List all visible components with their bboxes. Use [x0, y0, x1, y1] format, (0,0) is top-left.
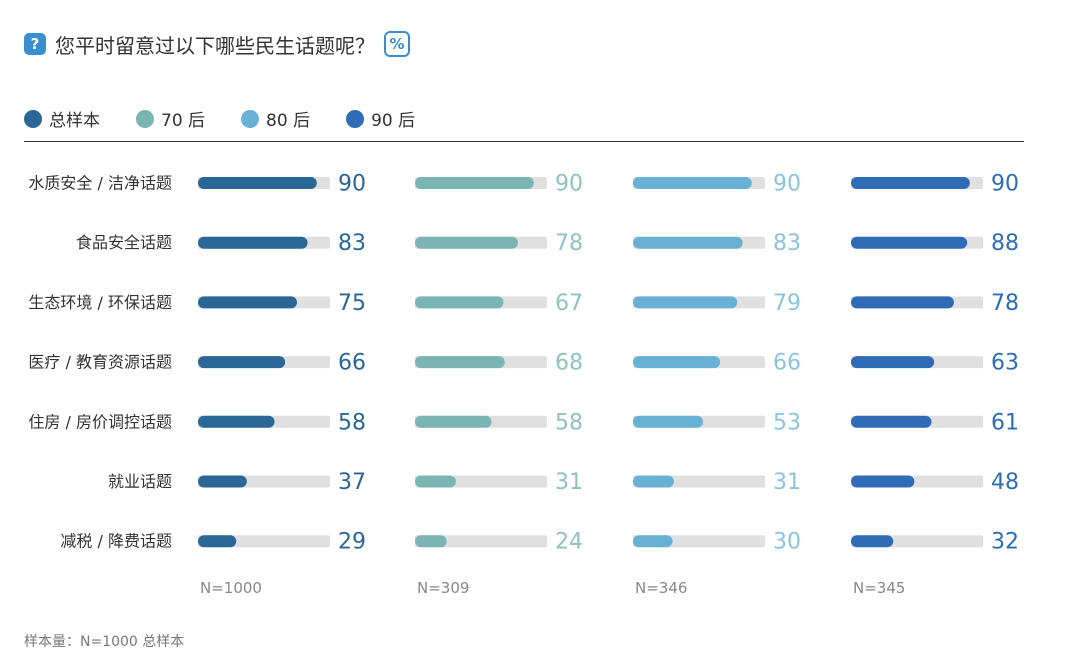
category-label: 水质安全 / 洁净话题	[28, 174, 172, 193]
category-label: 生态环境 / 环保话题	[28, 293, 172, 312]
data-label: 83	[338, 231, 366, 256]
data-label: 63	[991, 351, 1019, 376]
data-label: 31	[555, 470, 583, 495]
chart-title-row: ? 您平时留意过以下哪些民生话题呢？ %	[24, 28, 410, 60]
bar	[415, 356, 505, 369]
data-label: 90	[773, 172, 801, 197]
bar	[633, 177, 752, 189]
bar	[415, 475, 456, 488]
legend-dot	[136, 109, 154, 128]
data-label: 66	[338, 351, 366, 376]
bar	[198, 356, 286, 369]
bar	[198, 415, 275, 428]
legend-item-90s: 90 后	[346, 106, 415, 131]
data-label: 90	[555, 172, 583, 197]
bar-track	[415, 535, 547, 548]
bar	[633, 475, 674, 488]
category-label: 就业话题	[108, 472, 172, 491]
legend-label: 90 后	[371, 111, 416, 131]
data-label: 37	[338, 470, 366, 495]
bar	[851, 356, 935, 369]
data-label: 32	[991, 530, 1019, 555]
bar	[415, 415, 492, 428]
bar	[851, 296, 954, 309]
bar	[851, 535, 894, 548]
data-label: 79	[773, 291, 801, 316]
category-label: 住房 / 房价调控话题	[28, 412, 172, 431]
legend-dot	[24, 109, 42, 128]
data-label: 78	[991, 291, 1019, 316]
bar-chart: 水质安全 / 洁净话题 90 90 90 90 食品安全话题 83 78 83 88 生态环境 / …	[28, 172, 1019, 598]
bar	[851, 475, 915, 488]
legend-label: 总样本	[49, 111, 100, 131]
sample-size-label: N=346	[635, 579, 687, 597]
bar	[415, 177, 534, 189]
question-icon: ?	[24, 33, 46, 55]
data-label: 29	[338, 530, 366, 555]
bar	[415, 296, 504, 309]
legend-label: 80 后	[266, 111, 311, 131]
footnote: 样本量：N=1000 总样本	[24, 634, 185, 650]
bar	[198, 475, 247, 488]
sample-size-label: N=309	[417, 579, 469, 597]
data-label: 30	[773, 530, 801, 555]
bar	[633, 415, 703, 428]
legend-label: 70 后	[161, 111, 206, 131]
bar	[198, 236, 308, 249]
data-label: 90	[338, 172, 366, 197]
bar	[198, 296, 297, 309]
bar	[633, 356, 721, 369]
bar	[851, 236, 968, 249]
legend-item-total: 总样本	[24, 106, 100, 131]
data-label: 31	[773, 470, 801, 495]
bar	[633, 296, 738, 309]
legend-dot	[346, 109, 365, 128]
sample-size-label: N=1000	[200, 579, 262, 597]
chart-title: 您平时留意过以下哪些民生话题呢？	[55, 33, 375, 58]
data-label: 78	[555, 231, 583, 256]
legend: 总样本 70 后 80 后 90 后	[24, 106, 451, 131]
data-label: 58	[338, 410, 366, 435]
data-label: 66	[773, 351, 801, 376]
data-label: 58	[555, 410, 583, 435]
bar	[851, 177, 970, 189]
bar	[633, 535, 673, 548]
percent-icon: %	[384, 31, 410, 57]
bar	[633, 236, 743, 249]
sample-size-label: N=345	[853, 579, 905, 597]
legend-divider	[24, 141, 1024, 142]
legend-dot	[241, 109, 260, 128]
data-label: 61	[991, 410, 1019, 435]
bar	[415, 535, 447, 548]
category-label: 食品安全话题	[76, 233, 172, 252]
bar	[415, 236, 518, 249]
category-label: 减税 / 降费话题	[60, 532, 172, 551]
legend-item-70s: 70 后	[136, 106, 205, 131]
data-label: 68	[555, 351, 583, 376]
data-label: 90	[991, 172, 1019, 197]
legend-item-80s: 80 后	[241, 106, 310, 131]
data-label: 67	[555, 291, 583, 316]
data-label: 53	[773, 410, 801, 435]
data-label: 48	[991, 470, 1019, 495]
category-label: 医疗 / 教育资源话题	[28, 353, 172, 372]
data-label: 88	[991, 231, 1019, 256]
data-label: 24	[555, 530, 583, 555]
bar	[198, 535, 237, 548]
data-label: 83	[773, 231, 801, 256]
bar	[851, 415, 932, 428]
bar	[198, 177, 317, 189]
data-label: 75	[338, 291, 366, 316]
